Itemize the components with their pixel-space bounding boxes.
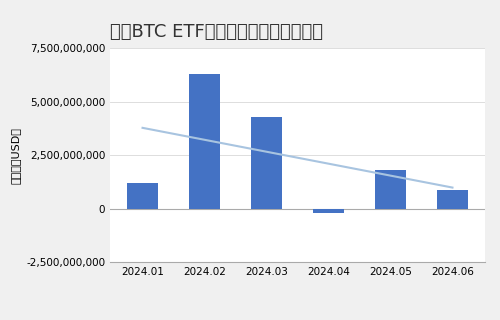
Bar bbox=[189, 74, 220, 209]
Bar bbox=[251, 116, 282, 209]
Bar bbox=[375, 170, 406, 209]
Y-axis label: 净流入（USD）: 净流入（USD） bbox=[10, 127, 20, 184]
Bar bbox=[127, 183, 158, 209]
Text: 美国BTC ETF资金流入流出统计（月）: 美国BTC ETF资金流入流出统计（月） bbox=[110, 23, 323, 41]
Bar bbox=[437, 189, 468, 209]
Bar bbox=[313, 209, 344, 213]
